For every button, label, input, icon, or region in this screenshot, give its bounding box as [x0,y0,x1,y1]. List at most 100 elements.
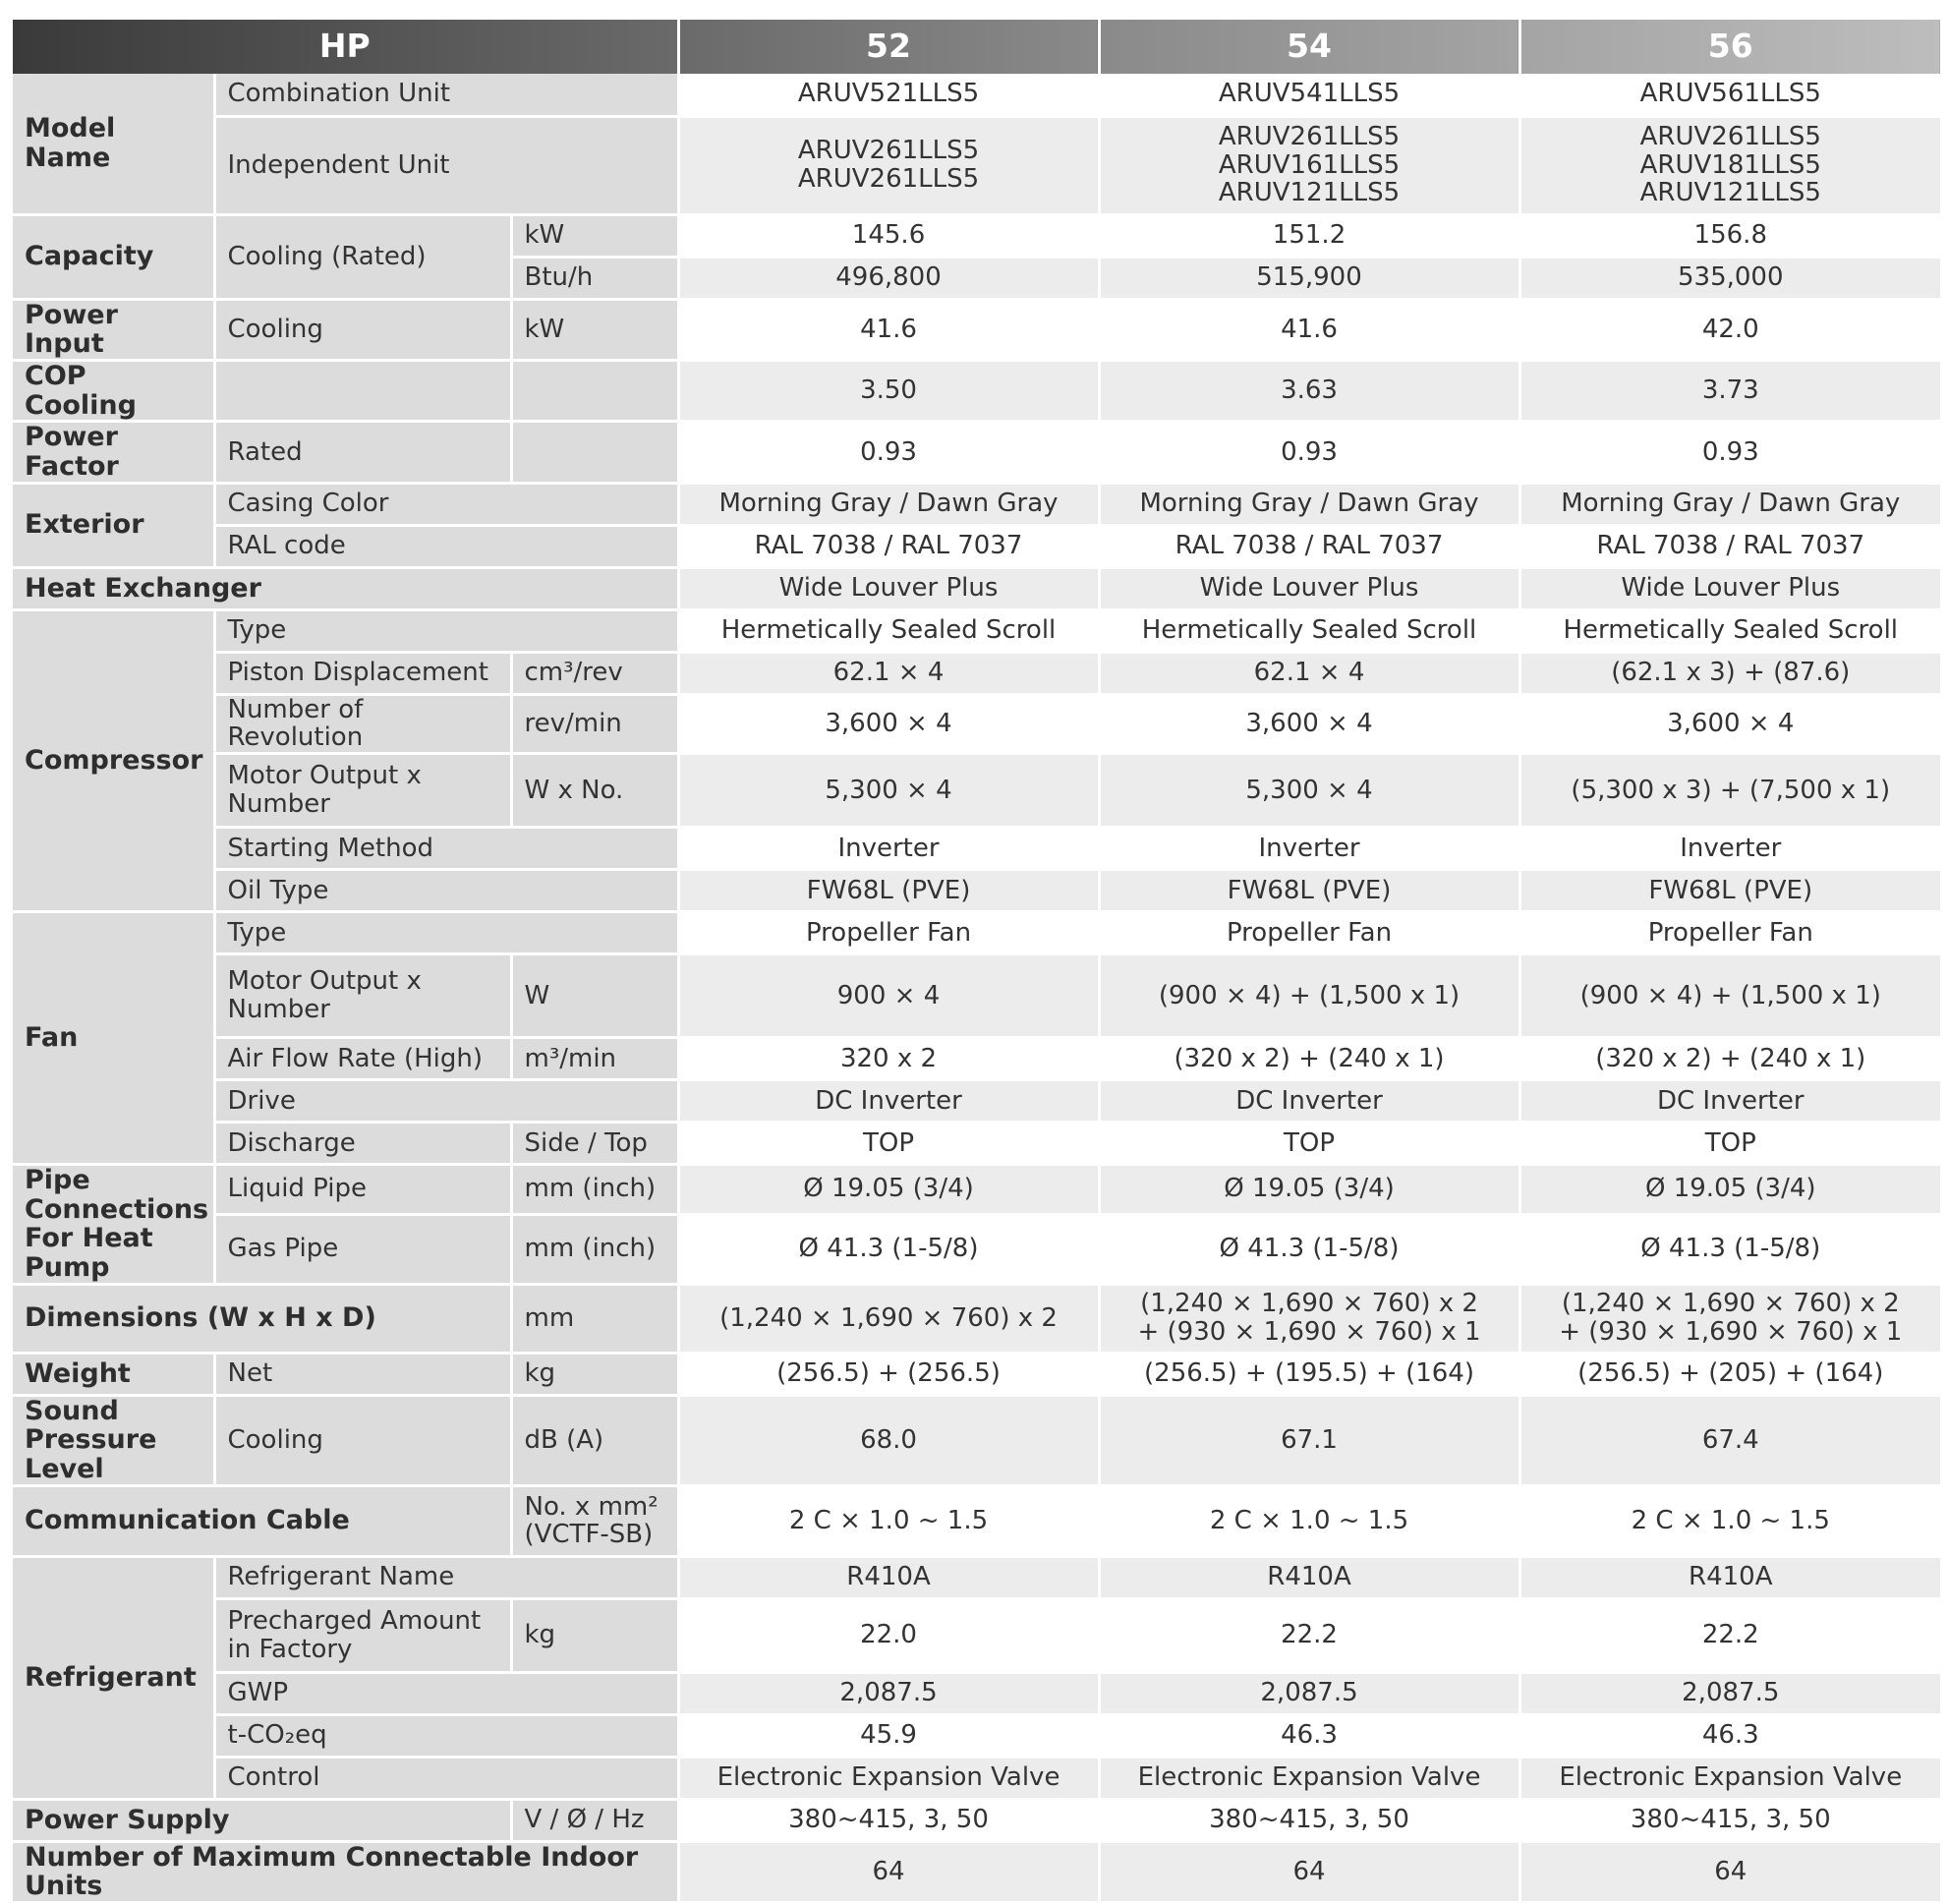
value-cell: 46.3 [1099,1714,1521,1759]
value-cell: 535,000 [1519,257,1941,301]
value-cell: 2,087.5 [1519,1672,1941,1716]
value-cell: (320 x 2) + (240 x 1) [1099,1037,1521,1081]
value-cell: 0.93 [678,421,1101,485]
row-subcategory: Discharge [214,1122,513,1166]
table-row: Gas Pipe mm (inch) Ø 41.3 (1-5/8) Ø 41.3 (1… [13,1214,1941,1286]
table-row: Motor Output x Number W x No. 5,300 × 4 5,3… [13,753,1941,829]
table-row: COP Cooling 3.50 3.63 3.73 [13,360,1941,424]
row-category: Power Input [13,299,216,362]
table-row: Pipe Connections For Heat Pump Liquid Pip… [13,1164,1941,1286]
value-cell: Ø 19.05 (3/4) [678,1164,1101,1216]
row-subcategory: Net [214,1353,513,1397]
row-category: Capacity [13,214,216,301]
row-subcategory: RAL code [214,525,680,569]
table-row: Weight Net kg (256.5) + (256.5) (256.5) + (1… [13,1353,1941,1397]
table-row: Exterior Casing Color Morning Gray / Dawn … [13,483,1941,569]
value-cell: 46.3 [1519,1714,1941,1759]
value-cell: 67.1 [1099,1395,1521,1487]
value-cell: 380~415, 3, 50 [1519,1799,1941,1843]
value-cell: Propeller Fan [1099,911,1521,955]
row-unit [511,421,680,485]
value-cell: ARUV541LLS5 [1099,74,1521,118]
table-row: t-CO₂eq 45.9 46.3 46.3 [13,1714,1941,1759]
row-subcategory: Drive [214,1079,680,1124]
value-cell: Wide Louver Plus [678,567,1101,611]
row-subcategory: Oil Type [214,869,680,913]
table-row: Dimensions (W x H x D) mm (1,240 × 1,690 ×… [13,1284,1941,1355]
value-cell: RAL 7038 / RAL 7037 [678,525,1101,569]
spec-body: Model Name Combination Unit ARUV521LLS5 ARU… [13,74,1941,1904]
row-unit: kW [511,299,680,362]
table-row: RAL code RAL 7038 / RAL 7037 RAL 7038 / RA… [13,525,1941,569]
row-subcategory: Type [214,609,680,654]
table-row: Number of Revolution rev/min 3,600 × 4 3,60… [13,694,1941,755]
value-cell: DC Inverter [1099,1079,1521,1124]
row-subcategory: Liquid Pipe [214,1164,513,1216]
row-subcategory [214,360,513,424]
row-subcategory: t-CO₂eq [214,1714,680,1759]
table-row: Number of Maximum Connectable Indoor Uni… [13,1841,1941,1904]
row-subcategory: Precharged Amount in Factory [214,1598,513,1674]
table-row: Refrigerant Refrigerant Name R410A R410A R41… [13,1556,1941,1801]
table-row: Heat Exchanger Wide Louver Plus Wide Louve… [13,567,1941,611]
table-row: Precharged Amount in Factory kg 22.0 22.2 22… [13,1598,1941,1674]
row-unit: rev/min [511,694,680,755]
table-row: Power Supply V / Ø / Hz 380~415, 3, 50 380~… [13,1799,1941,1843]
value-cell: 145.6 [678,214,1101,259]
row-category: Power Supply [13,1799,513,1843]
row-unit: cm³/rev [511,652,680,696]
table-row: Fan Type Propeller Fan Propeller Fan Propell… [13,911,1941,1166]
value-cell: 64 [678,1841,1101,1904]
value-cell: 2,087.5 [678,1672,1101,1716]
value-cell: 3,600 × 4 [1519,694,1941,755]
value-cell: 0.93 [1099,421,1521,485]
value-cell: 5,300 × 4 [678,753,1101,829]
header-row: HP 52 54 56 [13,20,1941,74]
row-unit: W x No. [511,753,680,829]
row-unit: mm (inch) [511,1214,680,1286]
value-cell: FW68L (PVE) [678,869,1101,913]
value-cell: 2 C × 1.0 ~ 1.5 [678,1485,1101,1558]
row-subcategory: Combination Unit [214,74,680,118]
value-cell: Ø 19.05 (3/4) [1519,1164,1941,1216]
table-row: Capacity Cooling (Rated) kW 145.6 151.2 156.8 [13,214,1941,301]
value-cell: 2 C × 1.0 ~ 1.5 [1099,1485,1521,1558]
value-cell: Propeller Fan [678,911,1101,955]
table-row: Btu/h 496,800 515,900 535,000 [13,257,1941,301]
value-cell: ARUV521LLS5 [678,74,1101,118]
row-unit: kg [511,1353,680,1397]
value-cell: Inverter [678,827,1101,871]
row-category: Power Factor [13,421,216,485]
row-subcategory: GWP [214,1672,680,1716]
row-subcategory: Motor Output x Number [214,953,513,1039]
value-cell: 62.1 × 4 [678,652,1101,696]
value-cell: TOP [1519,1122,1941,1166]
spec-table: HP 52 54 56 Model Name Combination Unit AR… [13,20,1941,1904]
value-cell: 64 [1099,1841,1521,1904]
row-unit: mm (inch) [511,1164,680,1216]
row-unit: V / Ø / Hz [511,1799,680,1843]
value-cell: (1,240 × 1,690 × 760) x 2 + (930 × 1,690… [1519,1284,1941,1355]
row-subcategory: Cooling [214,299,513,362]
table-row: Piston Displacement cm³/rev 62.1 × 4 62.1 ×… [13,652,1941,696]
value-cell: TOP [678,1122,1101,1166]
row-subcategory: Cooling (Rated) [214,214,513,301]
row-subcategory: Refrigerant Name [214,1556,680,1600]
value-cell: (1,240 × 1,690 × 760) x 2 [678,1284,1101,1355]
value-cell: 3.73 [1519,360,1941,424]
value-cell: R410A [678,1556,1101,1600]
table-row: Communication Cable No. x mm² (VCTF-SB) 2 … [13,1485,1941,1558]
row-unit: W [511,953,680,1039]
row-category: Heat Exchanger [13,567,680,611]
value-cell: 22.2 [1099,1598,1521,1674]
value-cell: (900 × 4) + (1,500 x 1) [1519,953,1941,1039]
table-row: Air Flow Rate (High) m³/min 320 x 2 (320 x … [13,1037,1941,1081]
table-row: Discharge Side / Top TOP TOP TOP [13,1122,1941,1166]
value-cell: RAL 7038 / RAL 7037 [1099,525,1521,569]
table-row: Drive DC Inverter DC Inverter DC Inverter [13,1079,1941,1124]
value-cell: FW68L (PVE) [1519,869,1941,913]
value-cell: 0.93 [1519,421,1941,485]
row-category: Pipe Connections For Heat Pump [13,1164,216,1286]
row-subcategory: Type [214,911,680,955]
value-cell: (320 x 2) + (240 x 1) [1519,1037,1941,1081]
